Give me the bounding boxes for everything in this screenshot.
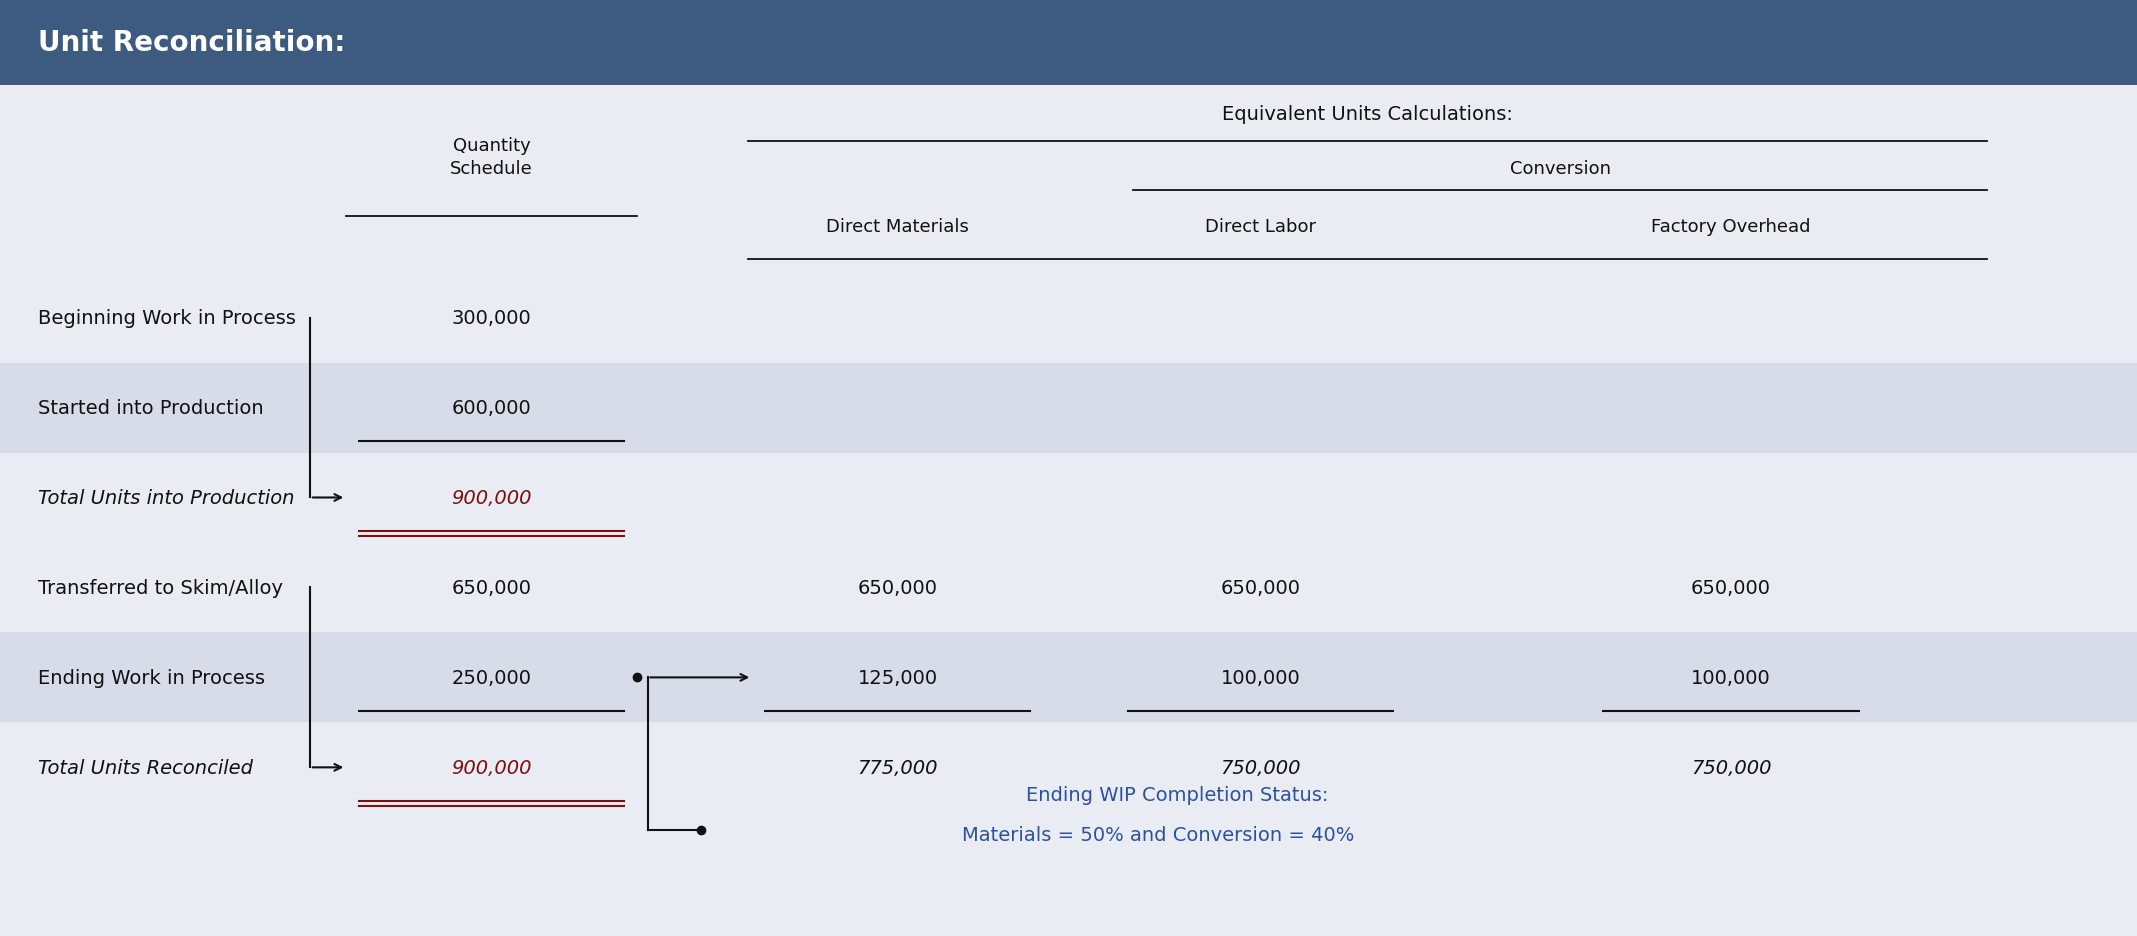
Text: 125,000: 125,000 [857,668,938,687]
Text: Direct Materials: Direct Materials [827,217,968,236]
Text: 300,000: 300,000 [451,309,532,328]
Bar [0,0,2137,86]
Bar [0,453,2137,543]
Text: 650,000: 650,000 [451,578,532,597]
Text: 750,000: 750,000 [1220,758,1301,777]
Text: Factory Overhead: Factory Overhead [1652,217,1810,236]
Text: Total Units Reconciled: Total Units Reconciled [38,758,254,777]
Text: 100,000: 100,000 [1690,668,1772,687]
Text: Equivalent Units Calculations:: Equivalent Units Calculations: [1222,105,1513,124]
Text: Started into Production: Started into Production [38,399,265,417]
Text: Materials = 50% and Conversion = 40%: Materials = 50% and Conversion = 40% [962,826,1355,844]
Text: 650,000: 650,000 [1690,578,1772,597]
Bar [0,723,2137,812]
Text: Ending Work in Process: Ending Work in Process [38,668,265,687]
Text: 100,000: 100,000 [1220,668,1301,687]
Text: 250,000: 250,000 [451,668,532,687]
Text: 900,000: 900,000 [451,489,532,507]
Text: 750,000: 750,000 [1690,758,1772,777]
Text: 600,000: 600,000 [451,399,532,417]
Text: 900,000: 900,000 [451,758,532,777]
Text: Conversion: Conversion [1509,159,1611,178]
Text: Transferred to Skim/Alloy: Transferred to Skim/Alloy [38,578,284,597]
Bar [0,633,2137,723]
Text: 650,000: 650,000 [1220,578,1301,597]
Text: 775,000: 775,000 [857,758,938,777]
Text: Beginning Work in Process: Beginning Work in Process [38,309,297,328]
Bar [0,543,2137,633]
Bar [0,363,2137,453]
Text: Quantity
Schedule: Quantity Schedule [451,138,532,177]
Text: Ending WIP Completion Status:: Ending WIP Completion Status: [1026,785,1327,804]
Bar [0,273,2137,363]
Text: 650,000: 650,000 [857,578,938,597]
Text: Unit Reconciliation:: Unit Reconciliation: [38,29,346,57]
Text: Direct Labor: Direct Labor [1205,217,1316,236]
Text: Total Units into Production: Total Units into Production [38,489,295,507]
